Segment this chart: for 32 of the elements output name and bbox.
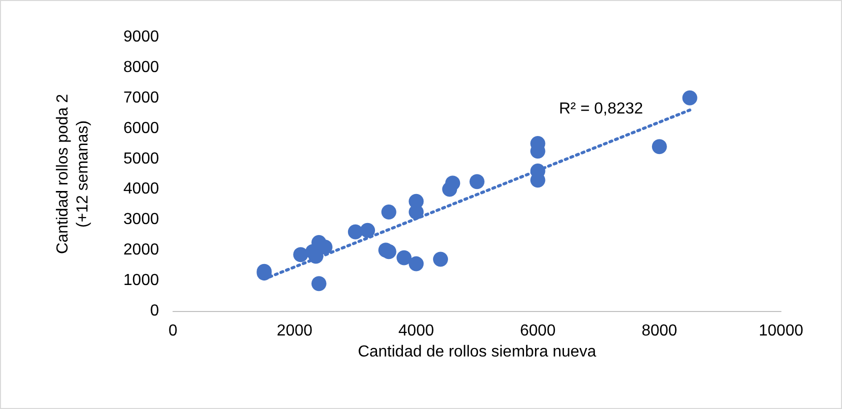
point <box>381 204 396 220</box>
point <box>408 204 424 220</box>
y-tick-label: 0 <box>150 302 160 320</box>
point <box>470 174 484 190</box>
point <box>293 247 308 262</box>
y-axis-title: Cantidad rollos poda 2 (+12 semanas) <box>54 94 92 254</box>
point <box>360 222 376 238</box>
point <box>348 224 363 240</box>
y-tick-label: 7000 <box>123 89 160 106</box>
x-tick-label: 0 <box>168 322 178 340</box>
x-tick-label: 10000 <box>758 322 804 340</box>
point <box>311 276 326 292</box>
point <box>433 252 448 267</box>
point <box>408 256 424 272</box>
y-tick-label: 6000 <box>123 120 160 137</box>
point <box>396 250 412 266</box>
x-tick-label: 2000 <box>276 322 312 340</box>
annotation: R² = 0,8232 <box>559 100 644 118</box>
point <box>445 176 460 191</box>
y-tick-label: 9000 <box>123 28 160 46</box>
x-tick-label: 4000 <box>398 322 434 340</box>
y-tick-label: 1000 <box>123 272 160 290</box>
point <box>682 90 698 106</box>
point <box>652 139 667 154</box>
x-axis-title: Cantidad de rollos siembra nueva <box>358 343 596 360</box>
x-tick-label: 8000 <box>642 322 678 340</box>
y-tick-label: 8000 <box>123 58 160 76</box>
y-tick-label: 2000 <box>123 242 160 259</box>
y-tick-label: 3000 <box>123 211 160 228</box>
y-tick-label: 4000 <box>123 180 160 198</box>
y-tick-label: 5000 <box>123 150 160 168</box>
x-tick-label: 6000 <box>520 322 556 340</box>
